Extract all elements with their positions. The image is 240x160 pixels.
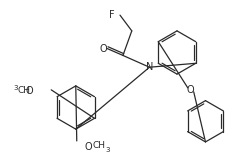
Text: O: O [187,85,195,95]
Text: N: N [146,62,153,72]
Text: CH: CH [92,141,106,150]
Text: F: F [109,10,115,20]
Text: 3: 3 [105,147,110,153]
Text: O: O [85,142,92,152]
Text: O: O [100,44,107,54]
Text: CH: CH [18,86,30,95]
Text: 3: 3 [13,85,18,91]
Text: O: O [26,86,34,96]
